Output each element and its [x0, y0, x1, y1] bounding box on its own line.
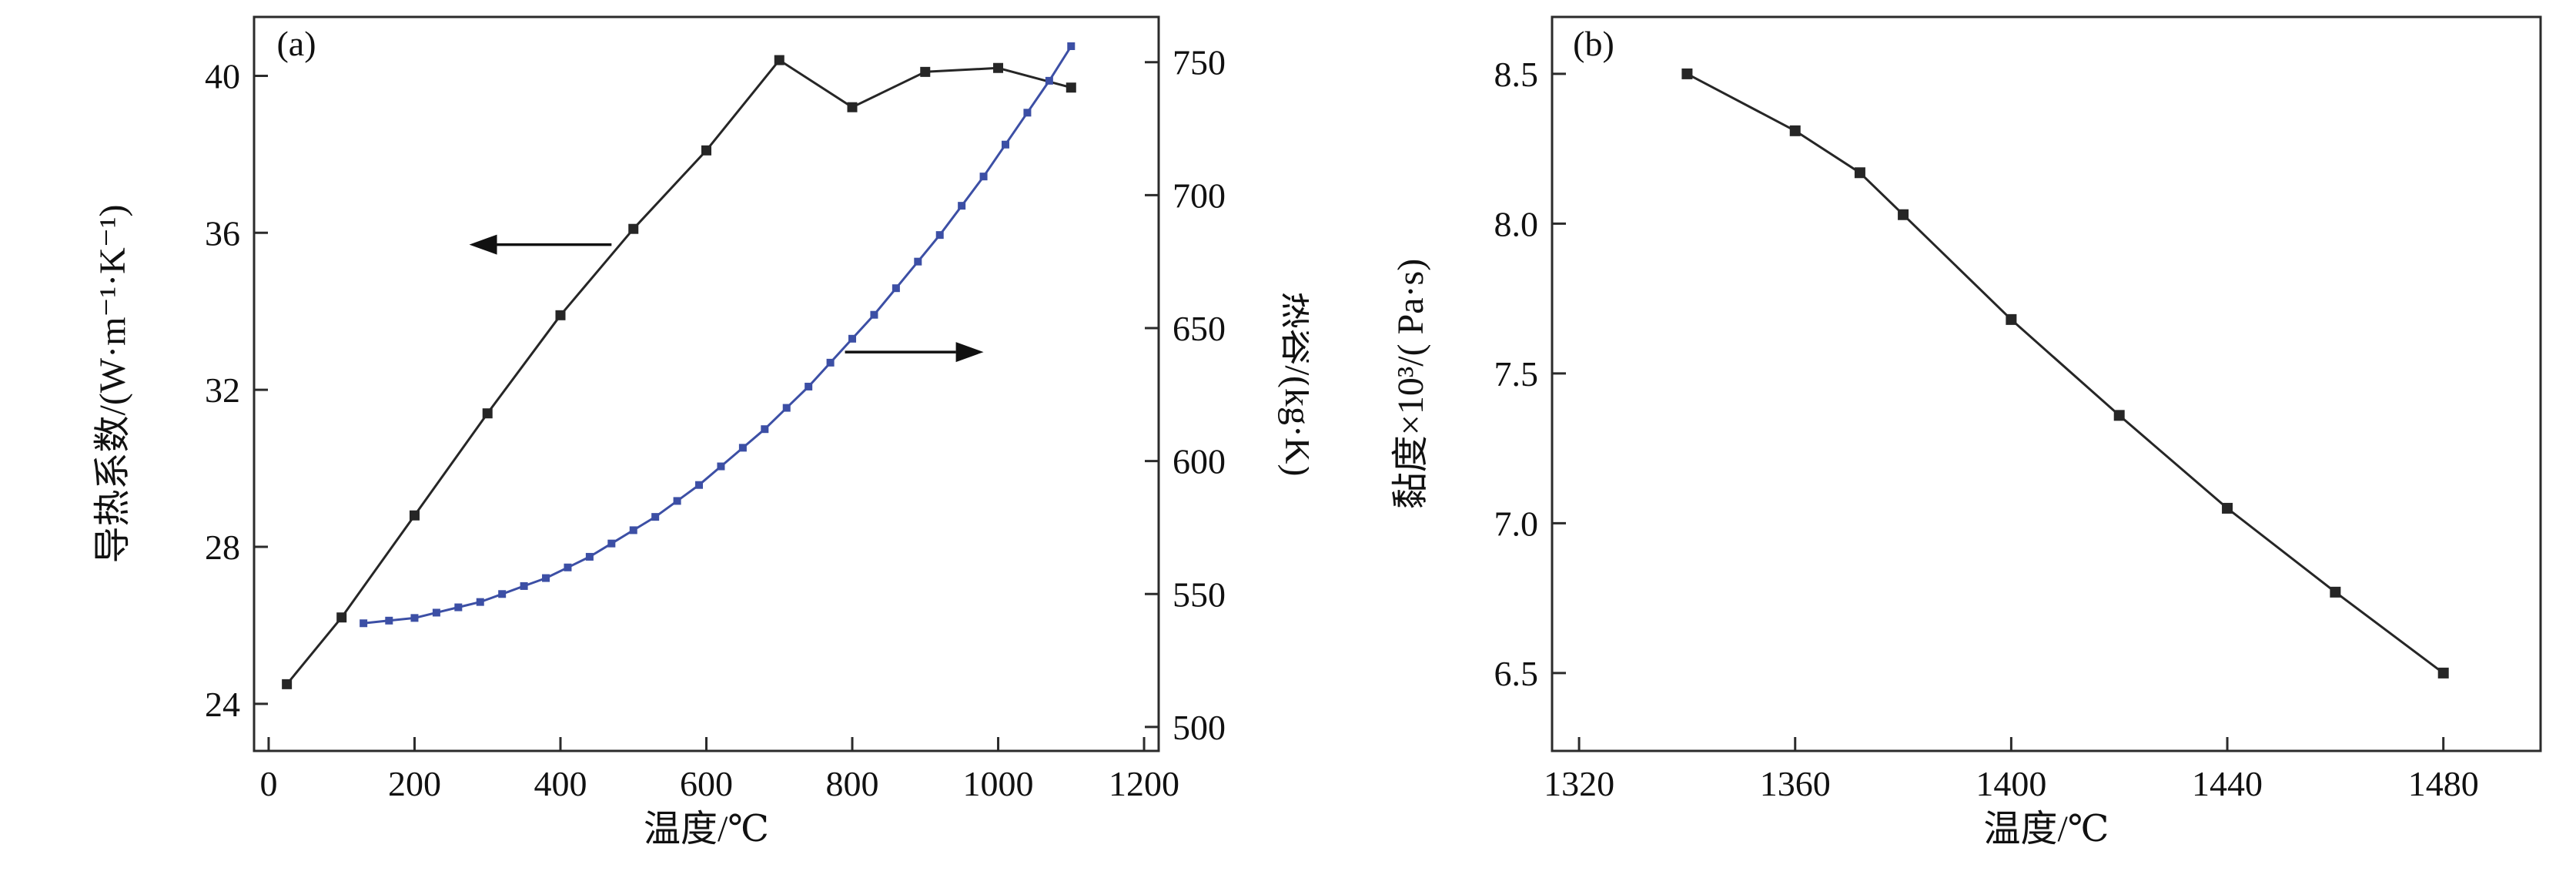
marker-heat-capacity — [979, 173, 988, 181]
marker-heat-capacity — [717, 462, 725, 471]
y-tick-label-right: 500 — [1173, 708, 1226, 747]
x-tick-label: 1200 — [1109, 764, 1179, 803]
series-line-viscosity — [1686, 72, 2444, 675]
y-tick-label-left: 32 — [205, 370, 240, 410]
y-tick-label-left: 40 — [205, 56, 240, 96]
marker-thermal-conductivity — [1066, 82, 1076, 93]
y-tick-label-left: 8.0 — [1494, 204, 1539, 243]
marker-viscosity — [2113, 410, 2125, 421]
x-tick-label: 0 — [259, 764, 277, 803]
marker-heat-capacity — [410, 614, 419, 622]
marker-heat-capacity — [935, 231, 944, 240]
x-tick-label: 1360 — [1760, 764, 1831, 803]
x-tick-label: 200 — [388, 764, 441, 803]
marker-viscosity — [2006, 313, 2017, 325]
y-tick-label-left: 7.0 — [1494, 504, 1539, 543]
marker-heat-capacity — [958, 202, 966, 210]
marker-viscosity — [2330, 586, 2341, 598]
x-tick-label: 1480 — [2408, 764, 2479, 803]
marker-heat-capacity — [476, 598, 484, 606]
marker-thermal-conductivity — [774, 55, 785, 65]
annotation-arrowhead — [469, 234, 497, 255]
marker-thermal-conductivity — [482, 408, 493, 419]
x-tick-label: 400 — [534, 764, 587, 803]
marker-heat-capacity — [892, 284, 900, 293]
y-tick-label-right: 550 — [1173, 575, 1226, 614]
marker-thermal-conductivity — [701, 145, 711, 156]
marker-thermal-conductivity — [555, 310, 566, 320]
marker-heat-capacity — [1002, 140, 1010, 149]
marker-heat-capacity — [432, 608, 440, 617]
marker-thermal-conductivity — [993, 62, 1004, 73]
marker-heat-capacity — [673, 497, 681, 505]
marker-heat-capacity — [607, 539, 616, 548]
marker-heat-capacity — [782, 404, 791, 412]
marker-heat-capacity — [695, 481, 704, 489]
y-tick-label-left: 8.5 — [1494, 55, 1539, 94]
marker-thermal-conductivity — [628, 223, 639, 234]
y-tick-label-left: 24 — [205, 685, 240, 724]
series-line-heat-capacity — [363, 45, 1072, 625]
marker-heat-capacity — [870, 310, 878, 319]
x-tick-label: 1000 — [963, 764, 1034, 803]
marker-thermal-conductivity — [409, 510, 420, 521]
x-tick-label: 1320 — [1544, 764, 1614, 803]
marker-heat-capacity — [848, 334, 857, 343]
chart-panel-b: 1320 1360 1400 1440 1480 6.5 7.0 7.5 8.0 8.5 黏度×10… — [1390, 15, 2542, 850]
y-tick-label-right: 600 — [1173, 442, 1226, 481]
marker-heat-capacity — [564, 563, 572, 571]
x-tick-label: 600 — [680, 764, 733, 803]
series-line-thermal-conductivity — [286, 59, 1072, 685]
marker-heat-capacity — [914, 257, 922, 266]
marker-heat-capacity — [629, 526, 637, 535]
marker-viscosity — [1681, 68, 1693, 79]
x-tick-label: 1400 — [1975, 764, 2046, 803]
marker-thermal-conductivity — [336, 612, 347, 623]
marker-thermal-conductivity — [282, 679, 293, 689]
y-tick-label-left: 36 — [205, 213, 240, 253]
x-axis-label: 温度/℃ — [1983, 809, 2109, 850]
marker-heat-capacity — [1045, 76, 1053, 85]
y-tick-label-right: 650 — [1173, 309, 1226, 348]
marker-viscosity — [1854, 167, 1865, 179]
x-axis-label: 温度/℃ — [644, 809, 769, 850]
plot-frame — [253, 15, 1160, 752]
y-axis-label-right: 热容/(kg·K) — [1277, 292, 1309, 477]
x-tick-label: 1440 — [2192, 764, 2263, 803]
marker-heat-capacity — [826, 358, 835, 367]
marker-heat-capacity — [738, 444, 747, 452]
marker-heat-capacity — [520, 581, 528, 590]
marker-thermal-conductivity — [847, 102, 858, 112]
marker-thermal-conductivity — [920, 66, 931, 77]
marker-heat-capacity — [498, 590, 507, 598]
marker-viscosity — [2437, 667, 2449, 679]
marker-viscosity — [2222, 502, 2233, 514]
marker-heat-capacity — [651, 513, 660, 521]
marker-heat-capacity — [454, 603, 463, 612]
y-axis-label-left: 导热系数/(W·m⁻¹·K⁻¹) — [92, 204, 133, 563]
chart-panel-a: 0 200 400 600 800 1000 1200 24 28 32 36 40 500 550 600… — [92, 15, 1309, 850]
y-tick-label-right: 750 — [1173, 43, 1226, 82]
y-tick-label-left: 28 — [205, 528, 240, 567]
marker-viscosity — [1898, 209, 1909, 220]
annotation-arrowhead — [955, 342, 984, 363]
y-tick-label-right: 700 — [1173, 176, 1226, 215]
panel-label: (b) — [1573, 24, 1614, 63]
y-tick-label-left: 6.5 — [1494, 654, 1539, 693]
marker-heat-capacity — [1067, 42, 1076, 50]
y-tick-label-left: 7.5 — [1494, 354, 1539, 394]
y-axis-label-left: 黏度×10³/( Pa·s) — [1390, 259, 1431, 509]
marker-heat-capacity — [805, 382, 813, 390]
marker-heat-capacity — [761, 425, 769, 434]
x-tick-label: 800 — [826, 764, 879, 803]
marker-heat-capacity — [1023, 109, 1032, 117]
plot-frame — [1551, 15, 2542, 752]
panel-label: (a) — [276, 24, 316, 63]
marker-heat-capacity — [385, 616, 393, 625]
marker-heat-capacity — [542, 574, 550, 582]
marker-viscosity — [1789, 125, 1801, 136]
marker-heat-capacity — [360, 619, 368, 628]
marker-heat-capacity — [585, 552, 594, 561]
